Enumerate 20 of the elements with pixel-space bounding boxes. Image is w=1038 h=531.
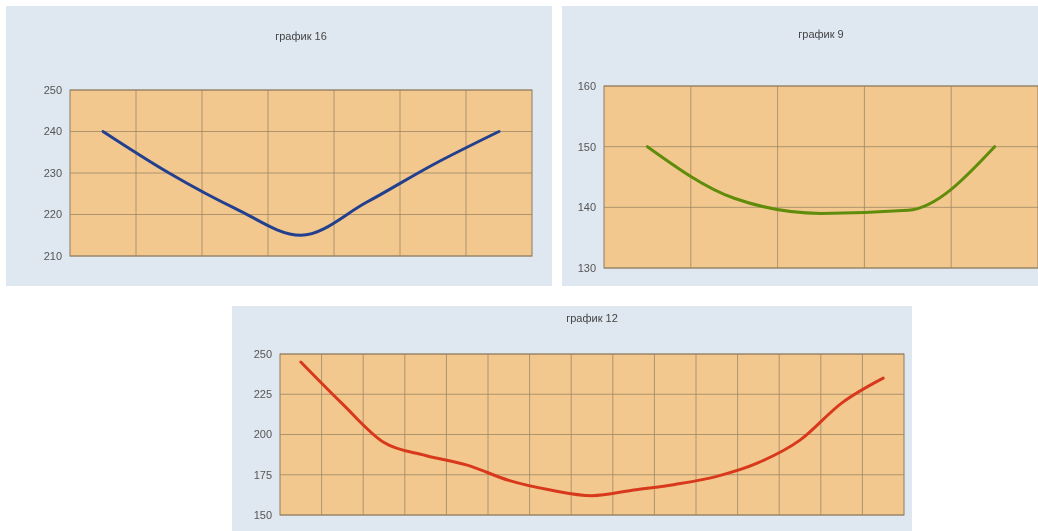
y-tick-label: 240 [43,125,62,138]
line-series [299,360,885,498]
y-tick-label: 200 [253,428,272,441]
y-tick-label: 250 [43,83,62,96]
line-series [645,145,997,215]
y-tick-label: 250 [253,347,272,360]
y-tick-label: 140 [577,201,596,214]
y-tick-label: 225 [253,388,272,401]
y-tick-label: 230 [43,166,62,179]
y-tick-label: 150 [577,140,596,153]
y-tick-label: 220 [43,208,62,221]
y-tick-label: 210 [43,249,62,262]
y-tick-label: 175 [253,468,272,481]
line-series [101,130,501,237]
y-tick-label: 130 [577,261,596,274]
y-tick-label: 160 [577,79,596,92]
chart-title: график 9 [798,28,844,40]
y-tick-label: 150 [253,508,272,521]
chart-title: график 12 [566,312,618,324]
chart-title: график 16 [275,30,327,42]
